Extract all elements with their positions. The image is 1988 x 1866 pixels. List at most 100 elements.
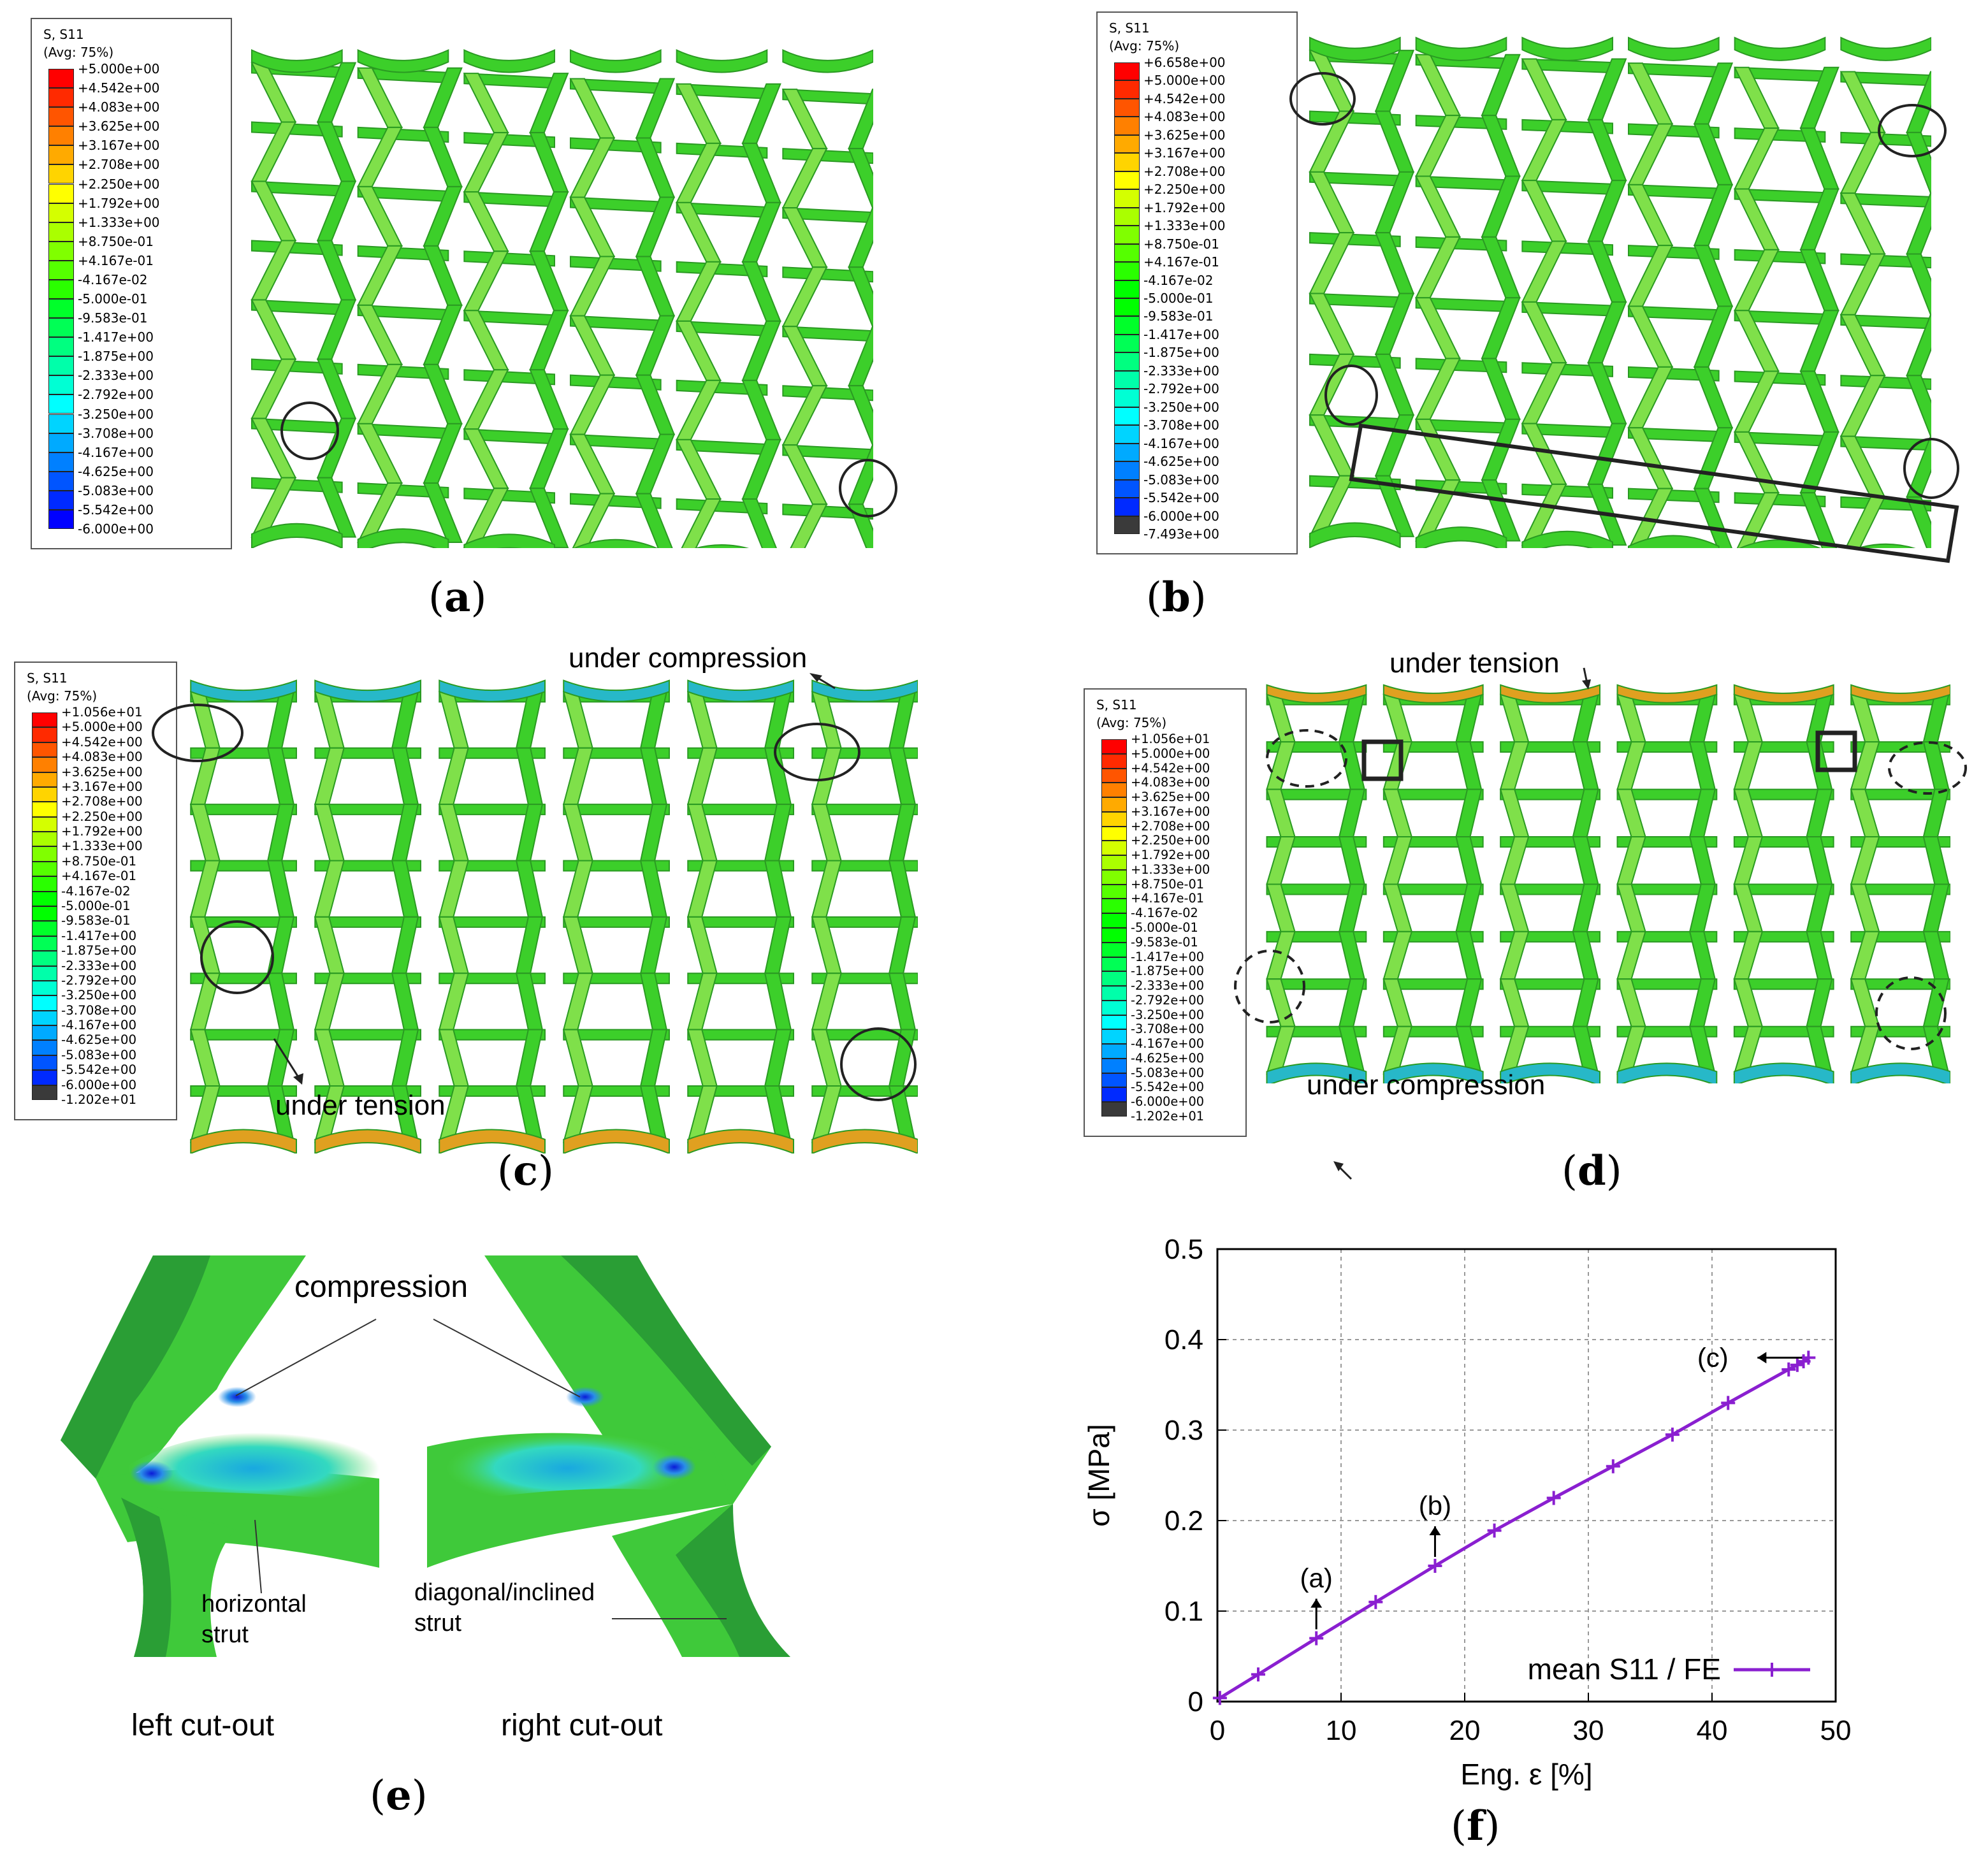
legend-swatch <box>1101 1102 1127 1117</box>
highlight-circle <box>1289 72 1356 126</box>
legend-swatch <box>1114 280 1140 298</box>
lattice-arc <box>1850 684 1950 704</box>
highlight-circle <box>839 459 897 517</box>
lattice-arc <box>439 1129 546 1154</box>
legend-swatch <box>1101 1044 1127 1059</box>
legend-value: +4.083e+00 <box>78 99 160 115</box>
lattice-arc <box>190 679 297 702</box>
legend-title: S, S11 <box>27 670 68 686</box>
panel-e: compression horizontal strut diagonal/in… <box>0 1236 982 1866</box>
label-diagonal-strut: strut <box>414 1610 461 1637</box>
legend-swatch <box>48 203 74 222</box>
lattice-arc <box>251 49 343 73</box>
legend-swatch <box>48 260 74 280</box>
legend-swatch <box>32 1010 57 1026</box>
legend-swatch <box>1114 262 1140 280</box>
lattice-arc <box>811 1129 918 1154</box>
arrow-line <box>273 1038 300 1078</box>
legend-value: -9.583e-01 <box>78 310 148 326</box>
lattice-strut <box>563 1029 670 1041</box>
legend-value: +4.167e-01 <box>1131 891 1205 906</box>
legend-value: +3.625e+00 <box>61 764 143 779</box>
legend-swatch <box>1114 389 1140 407</box>
panel-label-f: (f) <box>1451 1802 1500 1850</box>
legend-value: +2.250e+00 <box>1143 182 1226 198</box>
lattice-arc <box>1382 1062 1484 1083</box>
lattice-strut <box>687 804 794 816</box>
legend-swatch <box>48 452 74 472</box>
legend-value: -5.000e-01 <box>1143 291 1214 306</box>
panel-label-d: (d) <box>1562 1147 1622 1195</box>
legend-d: S, S11 (Avg: 75%) +1.056e+01 +5.000e+00 +4.5… <box>1084 688 1247 1137</box>
highlight-circle <box>280 401 339 460</box>
lattice-arc <box>570 49 662 73</box>
annotation-label: (a) <box>1300 1563 1333 1593</box>
legend-value: -2.792e+00 <box>1143 381 1219 397</box>
lattice-member <box>681 498 722 548</box>
data-point <box>1606 1459 1620 1473</box>
legend-swatch <box>1101 797 1127 812</box>
legend-swatch <box>48 299 74 319</box>
legend-swatch <box>48 107 74 127</box>
x-tick-label: 10 <box>1326 1715 1357 1746</box>
legend-value: -3.708e+00 <box>78 425 154 441</box>
legend-value: -6.000e+00 <box>1131 1094 1205 1110</box>
legend-value: +4.083e+00 <box>61 749 143 765</box>
lattice-strut <box>1616 788 1718 800</box>
legend-value: +8.750e-01 <box>78 233 154 249</box>
legend-value: -1.417e+00 <box>1131 949 1205 964</box>
legend-swatch <box>1101 768 1127 783</box>
panel-c: S, S11 (Avg: 75%) +1.056e+01 +5.000e+00 +4.5… <box>0 631 982 1217</box>
lattice-arc <box>687 679 794 702</box>
legend-value: -4.167e+00 <box>78 444 154 460</box>
lattice-arc <box>1500 684 1600 704</box>
legend-value: +5.000e+00 <box>1143 73 1226 89</box>
legend-value: -3.708e+00 <box>61 1002 137 1018</box>
legend-b: S, S11 (Avg: 75%) +6.658e+00 +5.000e+00 +4.5… <box>1096 11 1298 554</box>
lattice-member <box>848 148 873 209</box>
lattice-strut <box>1500 883 1600 895</box>
legend-swatch <box>32 936 57 951</box>
leader-line <box>235 1319 377 1396</box>
legend-value: +1.056e+01 <box>61 705 143 720</box>
legend-swatch <box>32 772 57 787</box>
legend-swatch <box>32 1070 57 1085</box>
highlight-square <box>1815 730 1857 772</box>
legend-swatch <box>1101 739 1127 754</box>
lattice-strut <box>563 804 670 816</box>
lattice-arc <box>1733 1062 1834 1083</box>
legend-value: -5.542e+00 <box>78 502 154 517</box>
legend-swatch <box>32 891 57 906</box>
lattice-strut <box>1382 883 1484 895</box>
legend-swatch <box>1114 98 1140 117</box>
legend-value: -9.583e-01 <box>61 913 131 929</box>
data-point <box>1212 1691 1227 1705</box>
legend-swatch <box>1101 957 1127 972</box>
legend-swatch <box>48 318 74 338</box>
legend-swatch <box>32 876 57 892</box>
legend-value: +1.792e+00 <box>78 195 160 211</box>
lattice-strut <box>314 1029 421 1041</box>
legend-swatch <box>1101 899 1127 914</box>
lattice-arc <box>1500 1062 1600 1083</box>
lattice-strut <box>782 207 873 224</box>
legend-value: -3.250e+00 <box>1131 1007 1205 1022</box>
legend-swatch <box>32 1055 57 1071</box>
x-tick-label: 30 <box>1573 1715 1604 1746</box>
legend-value: -6.000e+00 <box>78 521 154 537</box>
lattice-strut <box>1616 883 1718 895</box>
lattice-strut <box>1266 788 1367 800</box>
lattice-member <box>572 493 616 548</box>
lattice-strut <box>439 804 546 816</box>
legend-value: -2.792e+00 <box>1131 992 1205 1008</box>
legend-swatch <box>1101 913 1127 928</box>
panel-label-e: (e) <box>370 1772 428 1819</box>
lattice-strut <box>563 916 670 928</box>
lattice-member <box>1374 475 1415 537</box>
legend-value: -1.875e+00 <box>1143 345 1219 361</box>
legend-value: +1.333e+00 <box>61 839 143 854</box>
annotation-label: (c) <box>1697 1342 1729 1372</box>
stress-strain-chart: 0 10 20 30 40 50 0 0.1 0.2 0.3 0.4 0.5 Eng. ε [%] σ [… <box>1082 1234 1851 1791</box>
panel-b: S, S11 (Avg: 75%) +6.658e+00 +5.000e+00 +4.5… <box>994 0 1988 625</box>
lattice-arc <box>676 49 768 73</box>
